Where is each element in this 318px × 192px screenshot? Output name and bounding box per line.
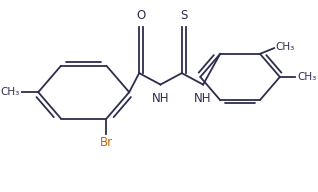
Text: NH: NH [194, 92, 212, 105]
Text: S: S [180, 9, 188, 22]
Text: O: O [136, 9, 146, 22]
Text: NH: NH [152, 92, 169, 105]
Text: CH₃: CH₃ [297, 72, 316, 82]
Text: CH₃: CH₃ [276, 42, 295, 52]
Text: CH₃: CH₃ [1, 87, 20, 97]
Text: Br: Br [100, 136, 113, 149]
